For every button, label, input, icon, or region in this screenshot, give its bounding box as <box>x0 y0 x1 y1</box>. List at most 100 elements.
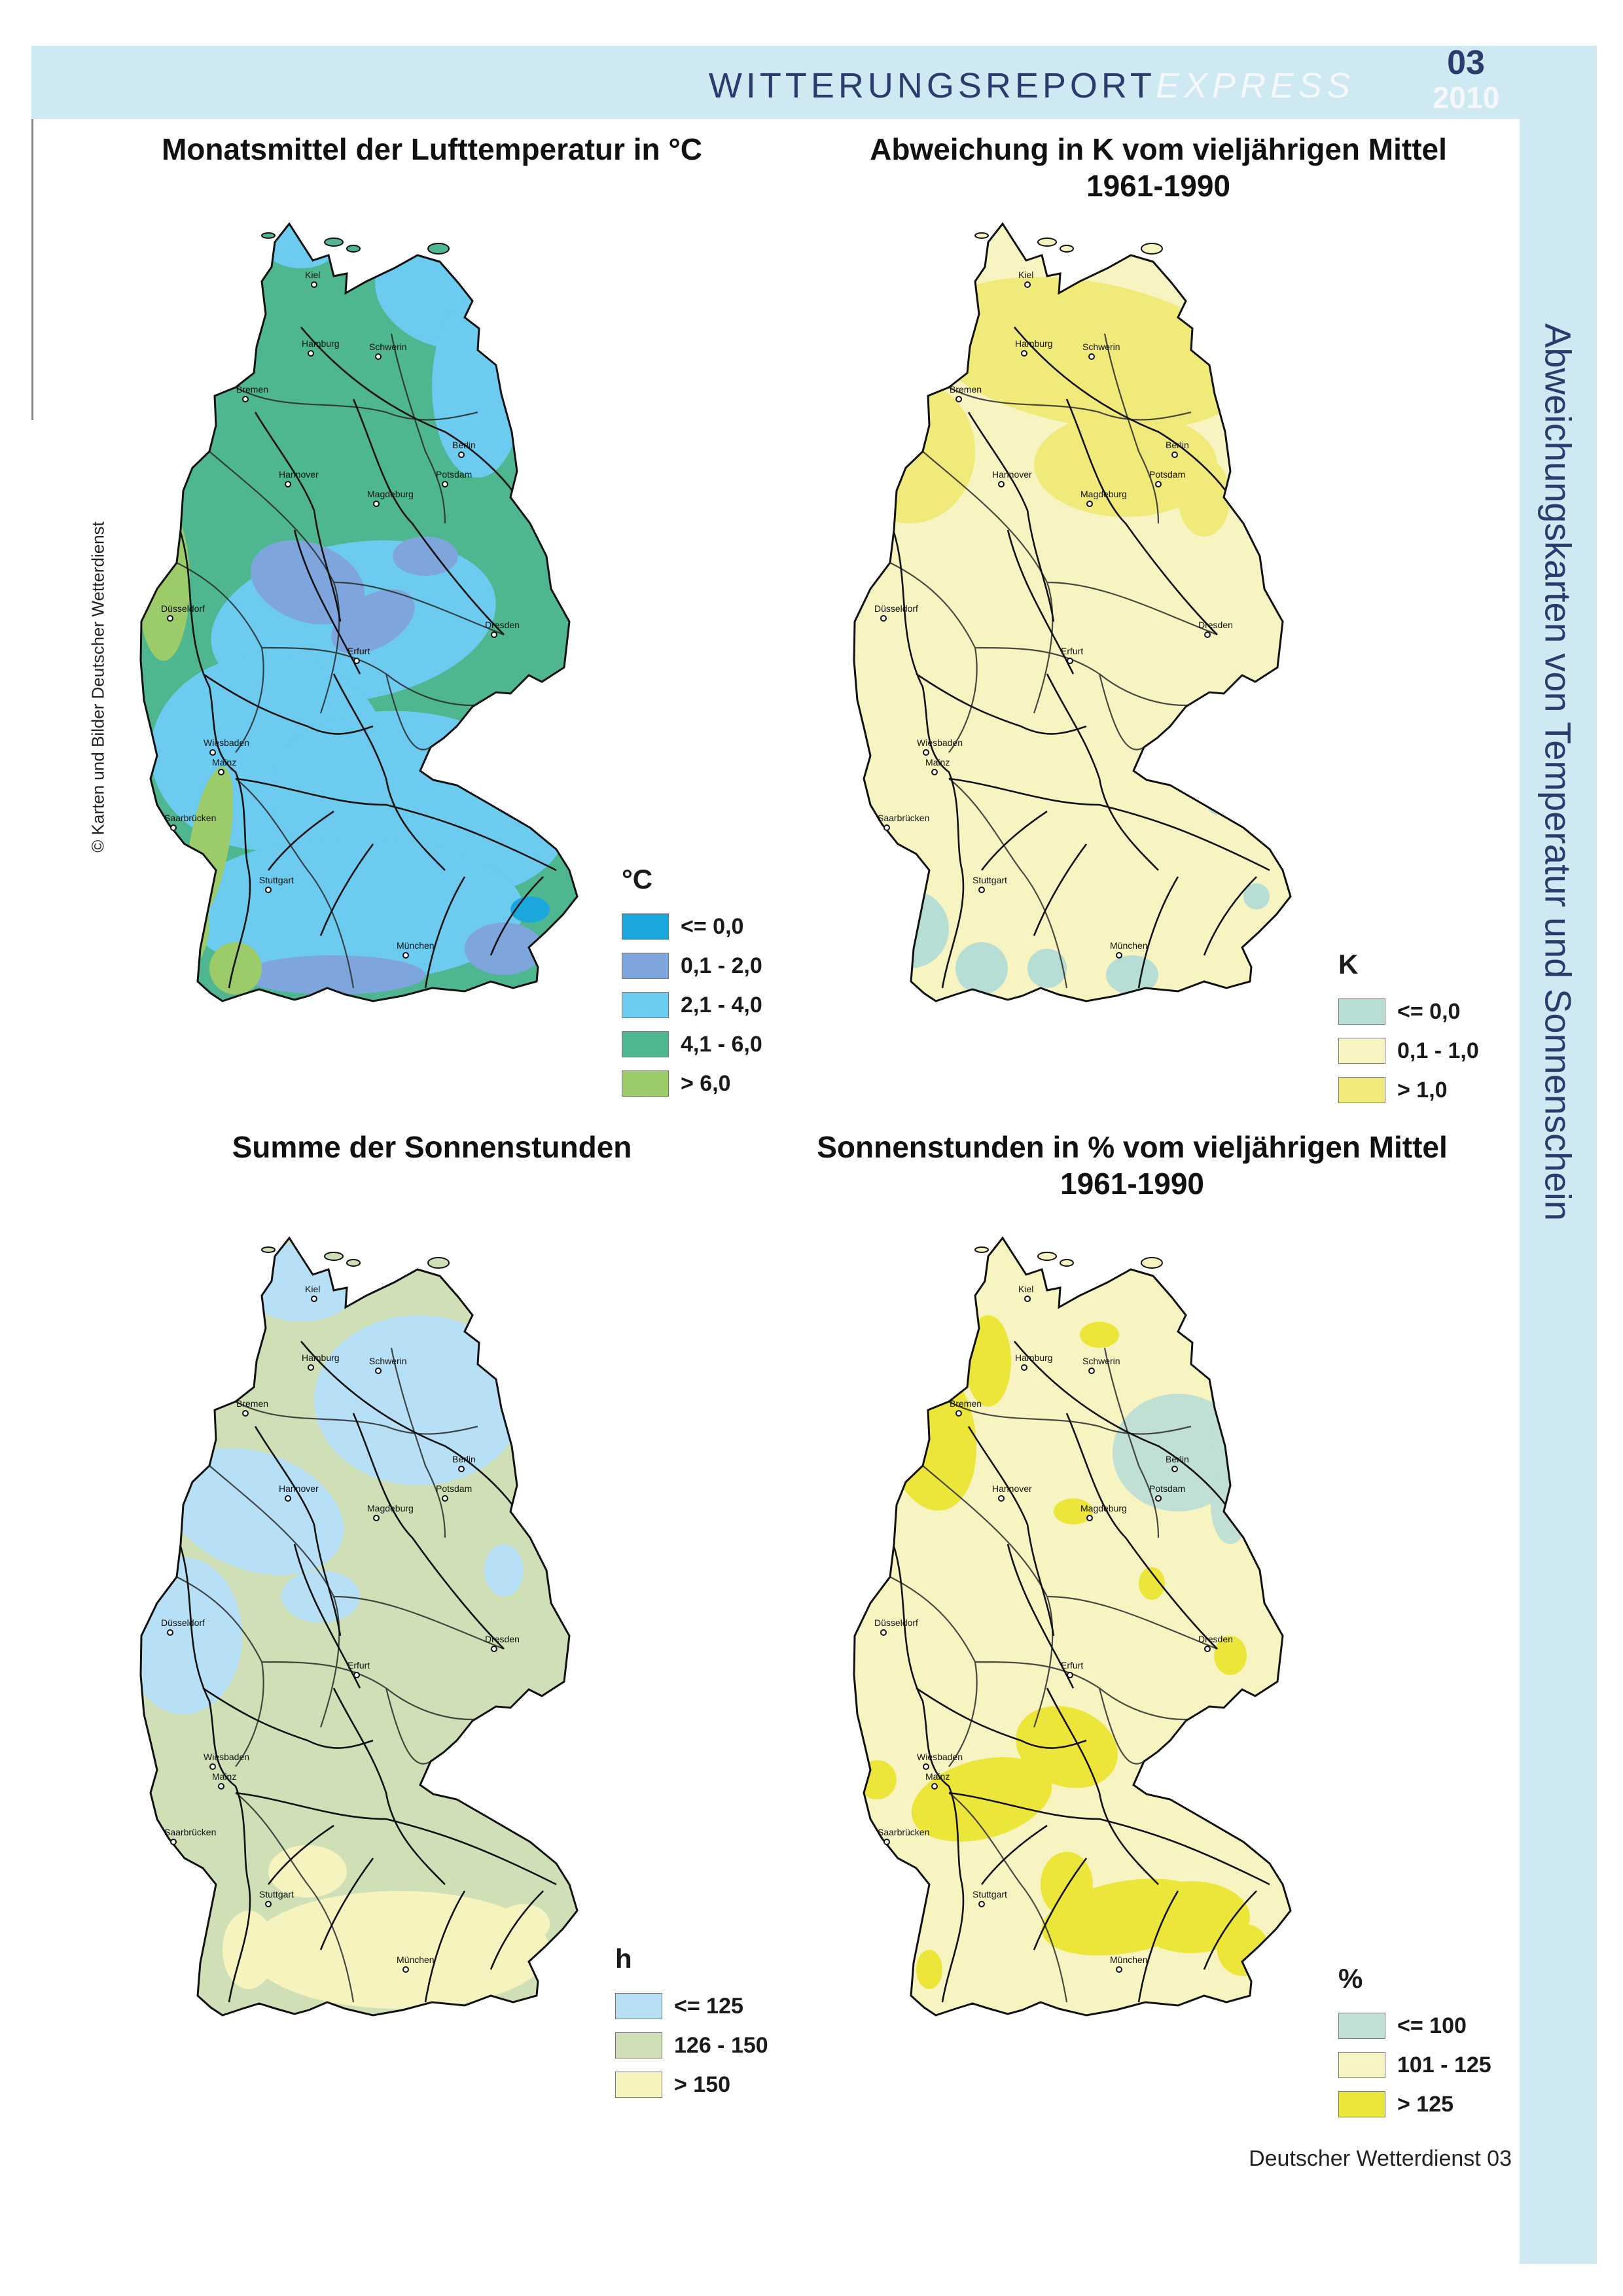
river <box>980 1824 1048 1885</box>
city-marker <box>1155 1495 1162 1502</box>
city-marker <box>883 824 890 831</box>
river <box>254 412 342 622</box>
city-marker <box>1171 1466 1178 1472</box>
cities: Kiel Hamburg Schwerin Bremen Berlin Potsdam Ha… <box>874 270 1233 959</box>
river <box>352 1413 505 1650</box>
city-label: Hamburg <box>1015 338 1053 349</box>
island <box>1141 1257 1163 1269</box>
value-region <box>925 277 1248 430</box>
city-marker <box>1086 501 1093 507</box>
city-label: München <box>1110 940 1148 951</box>
legend-swatch <box>1338 2052 1385 2078</box>
legend-label: <= 125 <box>674 1993 743 2019</box>
river <box>319 1858 374 1951</box>
value-region <box>393 537 458 576</box>
city-marker <box>1171 451 1178 458</box>
city-marker <box>353 658 360 664</box>
cities: Kiel Hamburg Schwerin Bremen Berlin Potsdam Ha… <box>161 1284 520 1973</box>
city-marker <box>218 769 224 775</box>
city-label: Potsdam <box>1149 1483 1185 1494</box>
city-marker <box>931 769 938 775</box>
country-border <box>853 1236 1292 2017</box>
island <box>324 238 344 247</box>
value-region <box>923 1780 1001 1832</box>
city-label: Berlin <box>1166 1454 1189 1464</box>
city-marker <box>955 1410 962 1417</box>
city-label: Hamburg <box>302 1352 340 1363</box>
city-marker <box>402 1966 409 1973</box>
city-label: Wiesbaden <box>204 737 249 748</box>
report-title-suffix: EXPRESS <box>1155 66 1355 105</box>
legend-swatch <box>1338 2013 1385 2039</box>
cities: Kiel Hamburg Schwerin Bremen Berlin Potsdam Ha… <box>161 270 520 959</box>
city-label: Bremen <box>950 1398 982 1409</box>
legend-unit: h <box>615 1943 632 1974</box>
state-border <box>333 581 505 636</box>
city-label: Kiel <box>1018 270 1033 280</box>
city-marker <box>923 749 929 756</box>
island <box>974 232 989 239</box>
city-marker <box>170 824 177 831</box>
panel-title-period: 1961-1990 <box>1086 169 1230 203</box>
city-marker <box>353 1672 360 1678</box>
city-label: Erfurt <box>1061 646 1083 656</box>
footer-text: Deutscher Wetterdienst 03 <box>1249 2146 1512 2171</box>
legend-item: 0,1 - 2,0 <box>622 946 762 985</box>
city-label: Mainz <box>925 1771 950 1782</box>
city-label: Stuttgart <box>259 875 294 885</box>
city-marker <box>1021 1364 1027 1371</box>
issue-badge: 03 2010 <box>1427 46 1505 113</box>
city-marker <box>375 1368 382 1374</box>
island <box>974 1246 989 1253</box>
value-region <box>916 1950 942 1989</box>
city-label: Erfurt <box>348 1660 370 1670</box>
island <box>1141 243 1163 255</box>
value-region <box>1041 1852 1093 1917</box>
city-marker <box>978 887 985 893</box>
legend-swatch <box>622 1070 669 1097</box>
river <box>1033 1858 1088 1951</box>
city-marker <box>373 501 380 507</box>
city-label: Saarbrücken <box>878 1827 929 1837</box>
value-region <box>870 890 949 968</box>
state-border <box>385 1687 431 1765</box>
island <box>261 232 276 239</box>
temperature-map: Kiel Hamburg Schwerin Bremen Berlin Potsdam Ha… <box>139 222 579 1002</box>
city-label: Bremen <box>236 1398 268 1409</box>
city-label: München <box>397 1954 435 1965</box>
legend-swatch <box>622 992 669 1018</box>
city-marker <box>978 1901 985 1907</box>
country-border <box>139 1236 579 2017</box>
cities: Kiel Hamburg Schwerin Bremen Berlin Potsdam Ha… <box>874 1284 1233 1973</box>
legend-label: 126 - 150 <box>674 2032 768 2058</box>
river <box>1065 398 1218 635</box>
city-marker <box>491 1646 497 1652</box>
island <box>1060 1259 1074 1267</box>
value-region <box>1016 1706 1118 1788</box>
value-region <box>1217 1924 1270 1976</box>
city-label: Saarbrücken <box>878 813 929 823</box>
river <box>179 1544 251 2003</box>
river <box>1203 876 1257 956</box>
city-label: Schwerin <box>1082 342 1120 352</box>
river <box>967 1426 1055 1636</box>
legend-item: <= 125 <box>615 1987 768 2026</box>
river <box>1046 673 1159 871</box>
city-label: Wiesbaden <box>917 737 963 748</box>
river <box>916 673 1087 735</box>
river <box>424 1890 466 2003</box>
city-label: Hannover <box>279 469 319 480</box>
legend-swatch <box>1338 2091 1385 2117</box>
state-borders <box>889 333 1218 989</box>
legend-swatch <box>622 913 669 940</box>
legend-item: <= 100 <box>1338 2006 1491 2045</box>
value-region <box>465 923 543 975</box>
value-region <box>484 1544 524 1597</box>
state-border <box>948 778 1068 989</box>
value-region <box>1178 458 1230 537</box>
state-border <box>235 387 478 421</box>
city-marker <box>311 281 317 288</box>
state-borders <box>889 1347 1218 2003</box>
legend-item: 4,1 - 6,0 <box>622 1025 762 1064</box>
legend-swatch <box>1338 1038 1385 1064</box>
